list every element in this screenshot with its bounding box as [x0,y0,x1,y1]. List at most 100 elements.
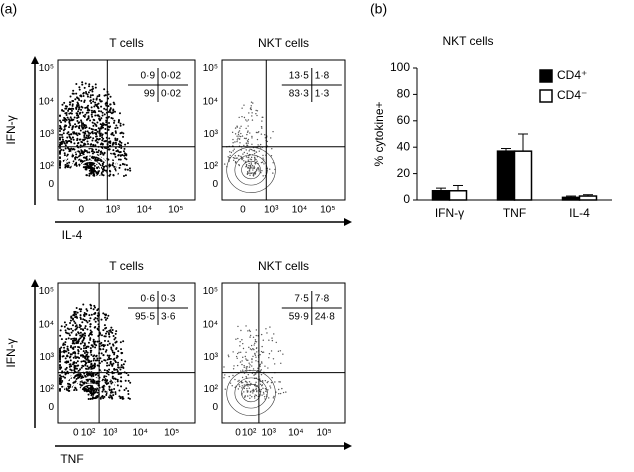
y-tick-label: 10⁴ [39,97,54,108]
event-dot [239,345,241,347]
y-tick-label: 10⁴ [203,320,218,331]
event-dot [96,114,99,117]
event-dot [85,90,88,93]
event-dot [120,366,123,369]
event-dot [102,161,105,164]
event-dot [92,124,95,127]
event-dot [230,151,233,154]
event-dot [99,132,102,135]
y-tick-label: 10⁵ [203,286,218,297]
event-dot [101,122,104,125]
event-dot [249,166,252,169]
event-dot [247,130,249,132]
event-dot [76,96,79,99]
event-dot [270,155,273,157]
event-dot [108,335,111,338]
event-dot [264,365,266,367]
event-dot [248,172,250,174]
event-dot [278,381,280,383]
event-dot [259,365,261,368]
event-dot [109,103,112,106]
event-dot [114,127,117,130]
event-dot [114,147,117,150]
y-tick-label: 40 [397,139,411,153]
event-dot [243,116,246,119]
event-dot [245,160,247,163]
event-dot [93,173,96,176]
x-tick-label: 10⁴ [288,428,303,439]
event-dot [89,384,92,387]
event-dot [94,123,97,126]
event-dot [104,378,107,381]
x-tick-label: TNF [503,206,526,220]
event-dot [232,150,234,152]
event-dot [68,107,71,110]
event-dot [69,319,72,322]
event-dot [83,134,86,137]
event-dot [95,382,98,385]
event-dot [85,167,88,170]
event-dot [85,362,88,365]
event-dot [105,349,108,352]
event-dot [248,329,251,331]
quadrant-value: 0·02 [161,89,181,100]
event-dot [116,380,119,383]
bar [561,196,581,201]
event-dot [101,386,104,389]
event-dot [94,397,97,400]
event-dot [247,159,250,161]
event-dot [108,333,111,336]
event-dot [245,142,248,144]
event-dot [69,133,72,136]
event-dot [112,121,115,124]
event-dot [122,163,125,166]
event-dot [261,384,264,386]
event-dot [91,115,94,118]
event-dot [106,364,109,367]
event-dot [72,89,75,92]
event-dot [239,142,241,144]
event-dot [95,135,98,138]
event-dot [105,393,108,396]
event-dot [78,326,81,329]
event-dot [248,381,251,383]
event-dot [70,316,73,319]
event-dot [79,129,82,132]
event-dot [101,170,104,173]
event-dot [250,158,253,161]
event-dot [91,94,94,97]
event-dot [105,121,108,124]
event-dot [100,127,103,130]
event-dot [111,329,114,332]
event-dot [87,359,90,362]
event-dot [112,162,115,165]
event-dot [70,337,73,340]
event-dot [75,334,78,337]
event-dot [106,317,109,320]
event-dot [84,355,87,358]
event-dot [93,162,96,165]
event-dot [59,349,61,352]
event-dot [249,336,251,338]
event-dot [92,393,95,396]
event-dot [92,338,95,341]
event-dot [112,111,115,114]
event-dot [93,304,96,307]
event-dot [82,95,85,98]
event-dot [113,153,116,156]
event-dot [246,365,248,368]
event-dot [233,148,235,150]
event-dot [109,140,112,143]
event-dot [120,385,123,388]
event-dot [60,338,63,341]
y-tick-label: 0 [212,179,218,190]
event-dot [93,365,96,368]
event-dot [86,309,89,312]
event-dot [70,331,73,334]
event-dot [96,394,99,397]
event-dot [102,378,105,381]
event-dot [68,112,71,115]
event-dot [259,143,262,146]
event-dot [250,344,253,347]
event-dot [90,367,93,370]
